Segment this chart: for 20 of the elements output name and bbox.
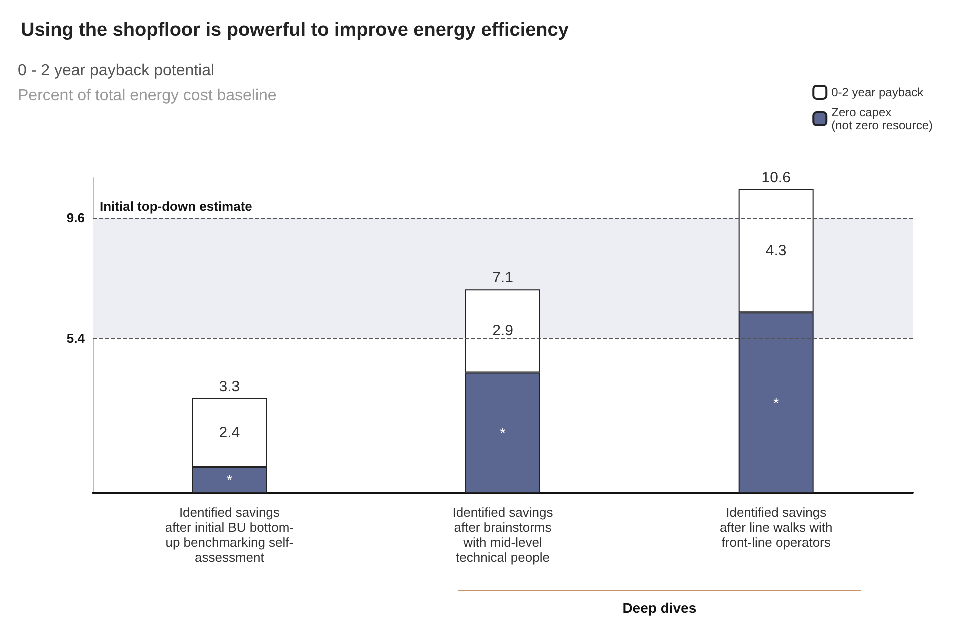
legend-label: Zero capex (not zero resource) — [832, 106, 934, 132]
chart-title: Using the shopfloor is powerful to improve energy efficiency — [21, 20, 570, 41]
legend-label: 0-2 year payback — [832, 86, 925, 100]
ref-line-label: Initial top-down estimate — [100, 199, 252, 214]
total-label: 10.6 — [762, 169, 791, 186]
data-label: * — [500, 424, 506, 441]
total-label: 7.1 — [492, 270, 514, 287]
text: Deep dives — [622, 600, 697, 616]
data-label: * — [226, 472, 233, 488]
total-label: 3.3 — [219, 378, 240, 396]
y-tick-label: 5.4 — [66, 330, 86, 346]
x-tick-label: Identified savings after line walks with front-line operators — [720, 505, 833, 550]
chart-subtitle: 0 - 2 year payback potential Percent of total energy cost baseline — [18, 62, 277, 104]
data-label: * — [774, 394, 780, 411]
data-label: 4.3 — [766, 242, 787, 260]
data-label: 2.4 — [219, 424, 240, 442]
x-tick-label: Identified savings after brainstorms with mid-level technical people — [452, 505, 554, 565]
y-tick-label: 9.6 — [66, 210, 85, 226]
data-label: 2.9 — [492, 322, 514, 340]
x-tick-label: Identified savings after initial BU bottom- up benchmarking self- assessment — [165, 505, 294, 565]
